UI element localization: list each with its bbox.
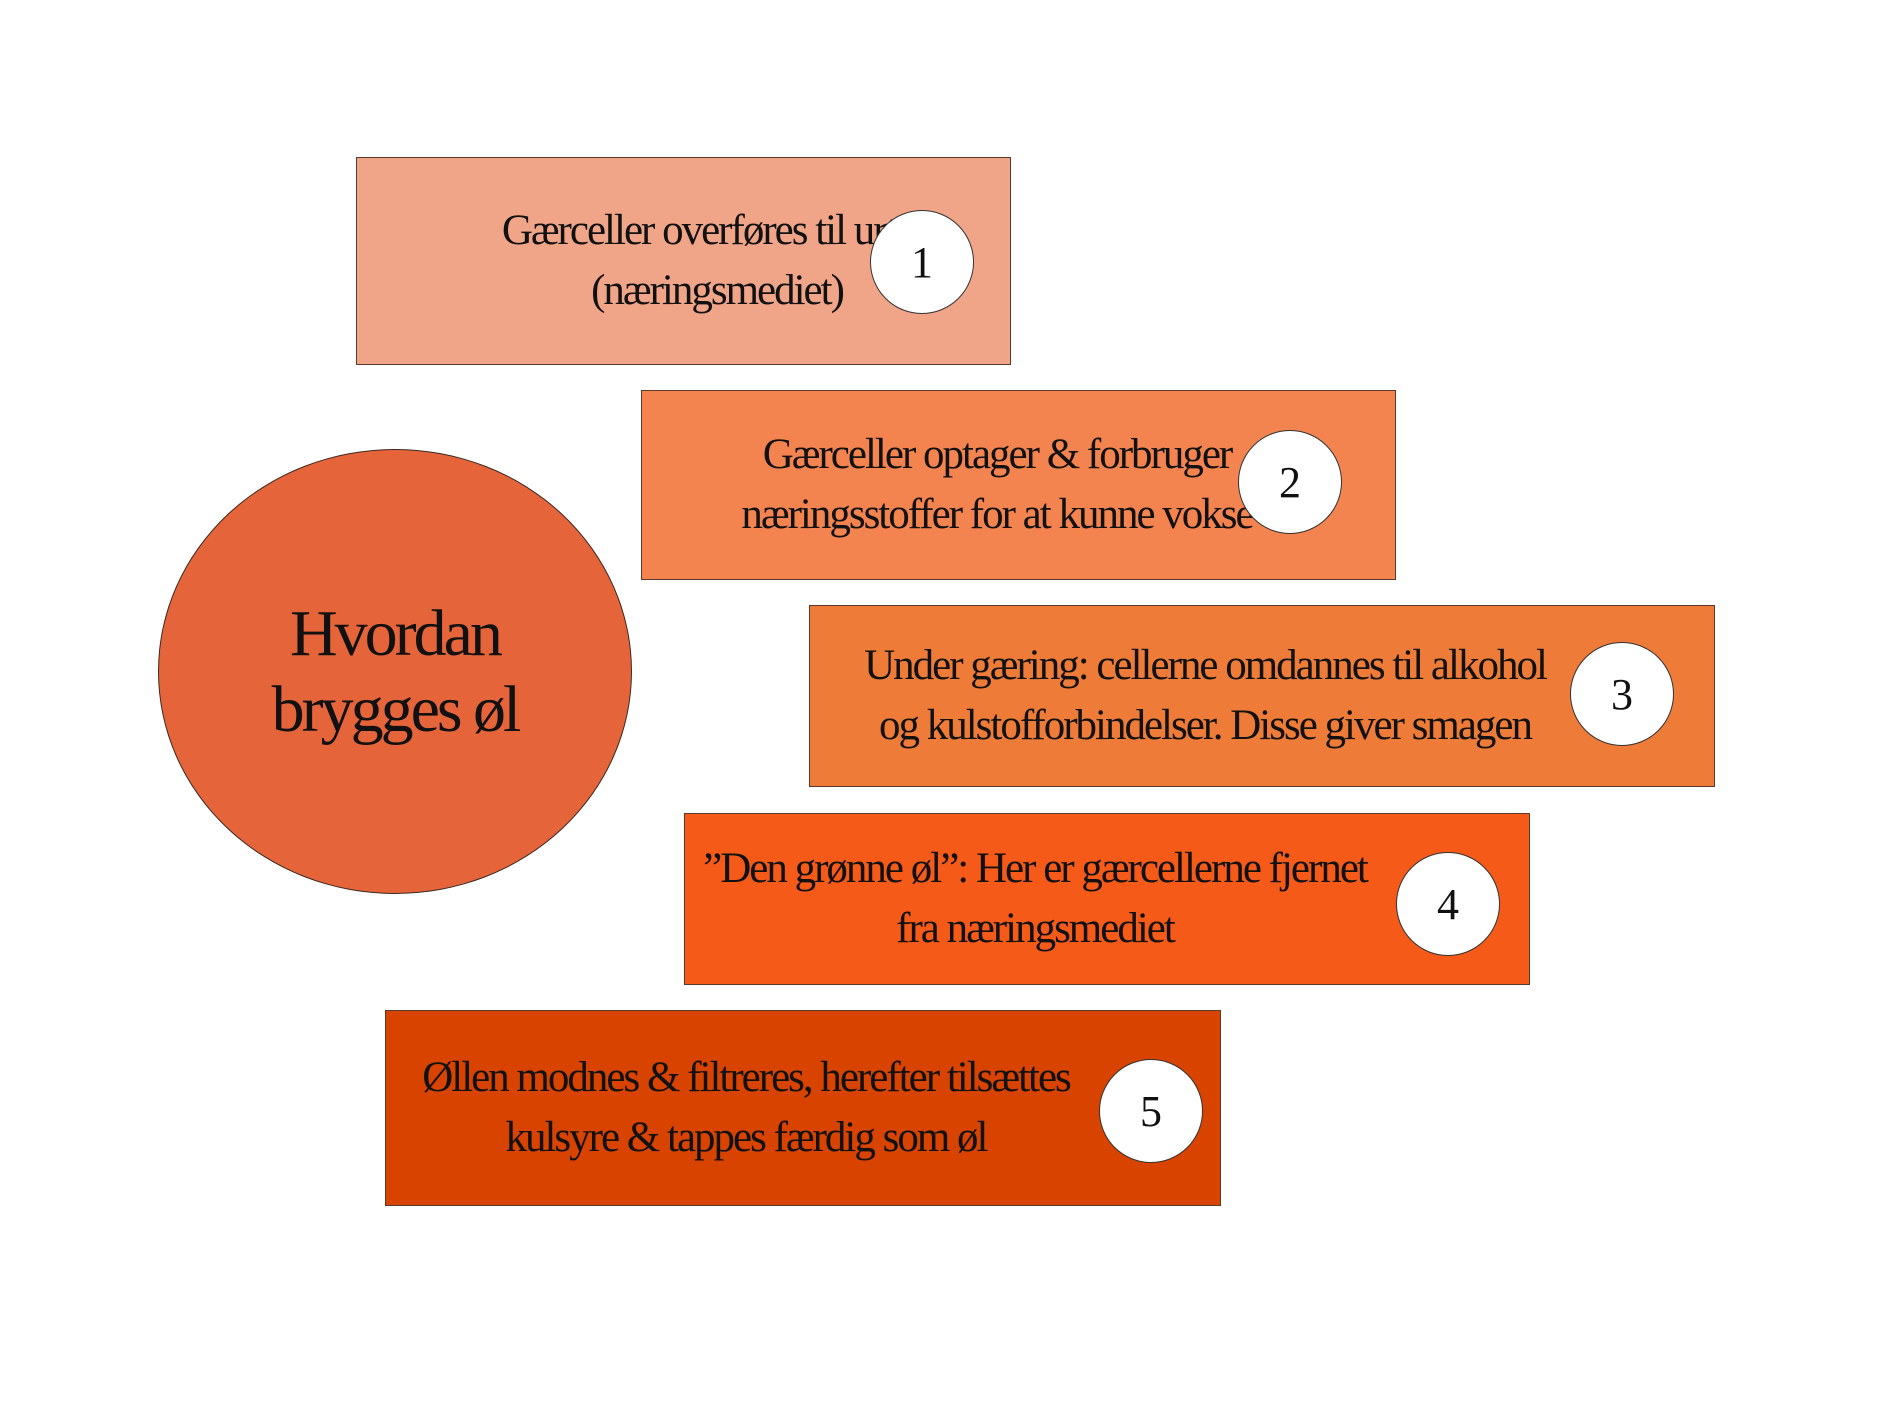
- step-number-3: 3: [1570, 642, 1674, 746]
- step-box-3: Under gæring: cellerne omdannes til alko…: [809, 605, 1715, 787]
- title-circle: Hvordan brygges øl: [158, 449, 632, 894]
- step-number-1: 1: [870, 210, 974, 314]
- step-number-2: 2: [1238, 430, 1342, 534]
- step-text-3: Under gæring: cellerne omdannes til alko…: [864, 641, 1548, 749]
- diagram-title: Hvordan brygges øl: [271, 596, 522, 746]
- step-box-2: Gærceller optager & forbruger næringssto…: [641, 390, 1396, 580]
- step-box-5: Øllen modnes & filtreres, herefter tilsæ…: [385, 1010, 1221, 1206]
- step-number-5: 5: [1099, 1059, 1203, 1163]
- step-box-1: Gærceller overføres til urten (næringsme…: [356, 157, 1011, 365]
- step-text-4: ”Den grønne øl”: Her er gærcellerne fjer…: [703, 844, 1369, 952]
- step-box-4: ”Den grønne øl”: Her er gærcellerne fjer…: [684, 813, 1530, 985]
- step-text-5: Øllen modnes & filtreres, herefter tilsæ…: [422, 1053, 1072, 1161]
- step-text-2: Gærceller optager & forbruger næringssto…: [741, 430, 1254, 538]
- step-number-4: 4: [1396, 852, 1500, 956]
